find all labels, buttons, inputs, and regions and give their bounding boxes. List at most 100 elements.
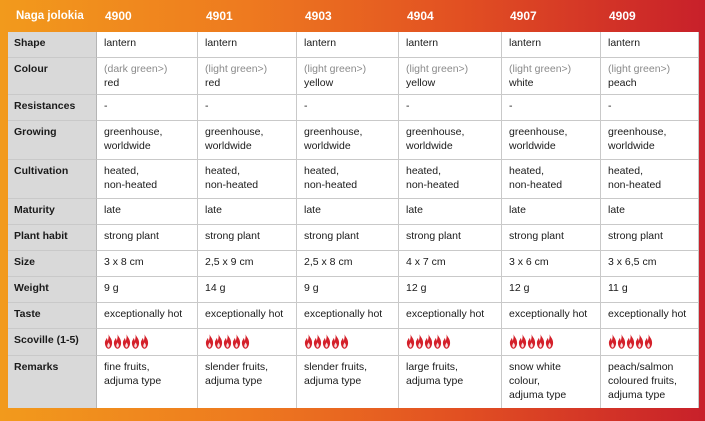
table-cell: 3 x 6,5 cm — [601, 251, 699, 277]
table-row: Colour (dark green>) red (light green>) re… — [8, 58, 699, 95]
table-cell: strong plant — [198, 225, 297, 251]
table-cell: lantern — [297, 32, 399, 58]
cell-line: greenhouse, — [509, 126, 568, 138]
cell-line: adjuma type — [104, 375, 162, 387]
table-cell: lantern — [198, 32, 297, 58]
cell-line: colour, — [509, 375, 540, 387]
table-cell: lantern — [502, 32, 601, 58]
table-cell: late — [502, 199, 601, 225]
table-cell: - — [399, 95, 502, 121]
table-cell: heated, non-heated — [297, 160, 399, 199]
scoville-rating — [205, 334, 290, 349]
flame-icon — [644, 334, 653, 349]
flame-icon — [122, 334, 131, 349]
cell-line: snow white — [509, 361, 561, 373]
cell-line: heated, — [104, 165, 140, 177]
table-cell: late — [297, 199, 399, 225]
flame-icon — [140, 334, 149, 349]
table-cell: (light green>) red — [198, 58, 297, 95]
flame-icon — [131, 334, 140, 349]
cell-line: worldwide — [406, 140, 453, 152]
cell-line: adjuma type — [304, 375, 362, 387]
row-label: Weight — [8, 277, 97, 303]
colour-to: red — [205, 77, 221, 89]
remarks-cell: peach/salmon coloured fruits, adjuma type — [601, 356, 699, 408]
row-label: Shape — [8, 32, 97, 58]
flame-icon — [331, 334, 340, 349]
scoville-cell — [97, 329, 198, 356]
cell-line: worldwide — [509, 140, 556, 152]
table-cell: late — [97, 199, 198, 225]
table-cell: greenhouse, worldwide — [399, 121, 502, 160]
table-cell: greenhouse, worldwide — [97, 121, 198, 160]
scoville-rating — [406, 334, 495, 349]
cell-line: non-heated — [205, 179, 259, 191]
variety-header: 4903 — [305, 9, 332, 23]
colour-to: yellow — [304, 77, 334, 89]
table-cell: - — [601, 95, 699, 121]
table-cell: - — [297, 95, 399, 121]
scoville-cell — [399, 329, 502, 356]
row-label: Size — [8, 251, 97, 277]
remarks-cell: snow white colour, adjuma type — [502, 356, 601, 408]
cell-line: adjuma type — [205, 375, 263, 387]
cell-line: worldwide — [304, 140, 351, 152]
flame-icon — [626, 334, 635, 349]
row-label: Remarks — [8, 356, 97, 408]
table-title: Naga jolokia — [16, 10, 84, 22]
cell-line: greenhouse, — [406, 126, 465, 138]
table-cell: greenhouse, worldwide — [601, 121, 699, 160]
flame-icon — [424, 334, 433, 349]
colour-to: yellow — [406, 77, 436, 89]
cell-line: heated, — [509, 165, 545, 177]
row-label: Taste — [8, 303, 97, 329]
colour-to: red — [104, 77, 120, 89]
table-cell: exceptionally hot — [297, 303, 399, 329]
colour-from: (dark green>) — [104, 63, 168, 75]
row-label: Cultivation — [8, 160, 97, 199]
flame-icon — [322, 334, 331, 349]
flame-icon — [415, 334, 424, 349]
table-row: Cultivation heated, non-heated heated, non… — [8, 160, 699, 199]
cell-line: non-heated — [608, 179, 662, 191]
table-row: Size 3 x 8 cm 2,5 x 9 cm 2,5 x 8 cm 4 x … — [8, 251, 699, 277]
variety-header: 4907 — [510, 9, 537, 23]
flame-icon — [232, 334, 241, 349]
scoville-cell — [198, 329, 297, 356]
cell-line: non-heated — [104, 179, 158, 191]
table-cell: (dark green>) red — [97, 58, 198, 95]
colour-from: (light green>) — [608, 63, 671, 75]
table-cell: 9 g — [297, 277, 399, 303]
remarks-cell: large fruits, adjuma type — [399, 356, 502, 408]
flame-icon — [223, 334, 232, 349]
table-row: Weight 9 g 14 g 9 g 12 g 12 g 11 g — [8, 277, 699, 303]
cell-line: large fruits, — [406, 361, 458, 373]
table-row: Taste exceptionally hot exceptionally ho… — [8, 303, 699, 329]
table-cell: exceptionally hot — [502, 303, 601, 329]
cell-line: heated, — [205, 165, 241, 177]
table-cell: late — [198, 199, 297, 225]
table-cell: - — [97, 95, 198, 121]
colour-to: white — [509, 77, 534, 89]
table-cell: greenhouse, worldwide — [198, 121, 297, 160]
cell-line: adjuma type — [509, 389, 567, 401]
cell-line: coloured fruits, — [608, 375, 677, 387]
table-cell: exceptionally hot — [198, 303, 297, 329]
flame-icon — [536, 334, 545, 349]
cell-line: peach/salmon — [608, 361, 674, 373]
table-cell: greenhouse, worldwide — [502, 121, 601, 160]
row-label: Scoville (1-5) — [8, 329, 97, 356]
row-label: Resistances — [8, 95, 97, 121]
variety-header: 4904 — [407, 9, 434, 23]
colour-to: peach — [608, 77, 637, 89]
flame-icon — [518, 334, 527, 349]
table-cell: 14 g — [198, 277, 297, 303]
flame-icon — [104, 334, 113, 349]
table-row: Shape lantern lantern lantern lantern la… — [8, 32, 699, 58]
cell-line: greenhouse, — [104, 126, 163, 138]
flame-icon — [442, 334, 451, 349]
flame-icon — [617, 334, 626, 349]
table-cell: exceptionally hot — [601, 303, 699, 329]
table-cell: heated, non-heated — [601, 160, 699, 199]
table-cell: 3 x 8 cm — [97, 251, 198, 277]
